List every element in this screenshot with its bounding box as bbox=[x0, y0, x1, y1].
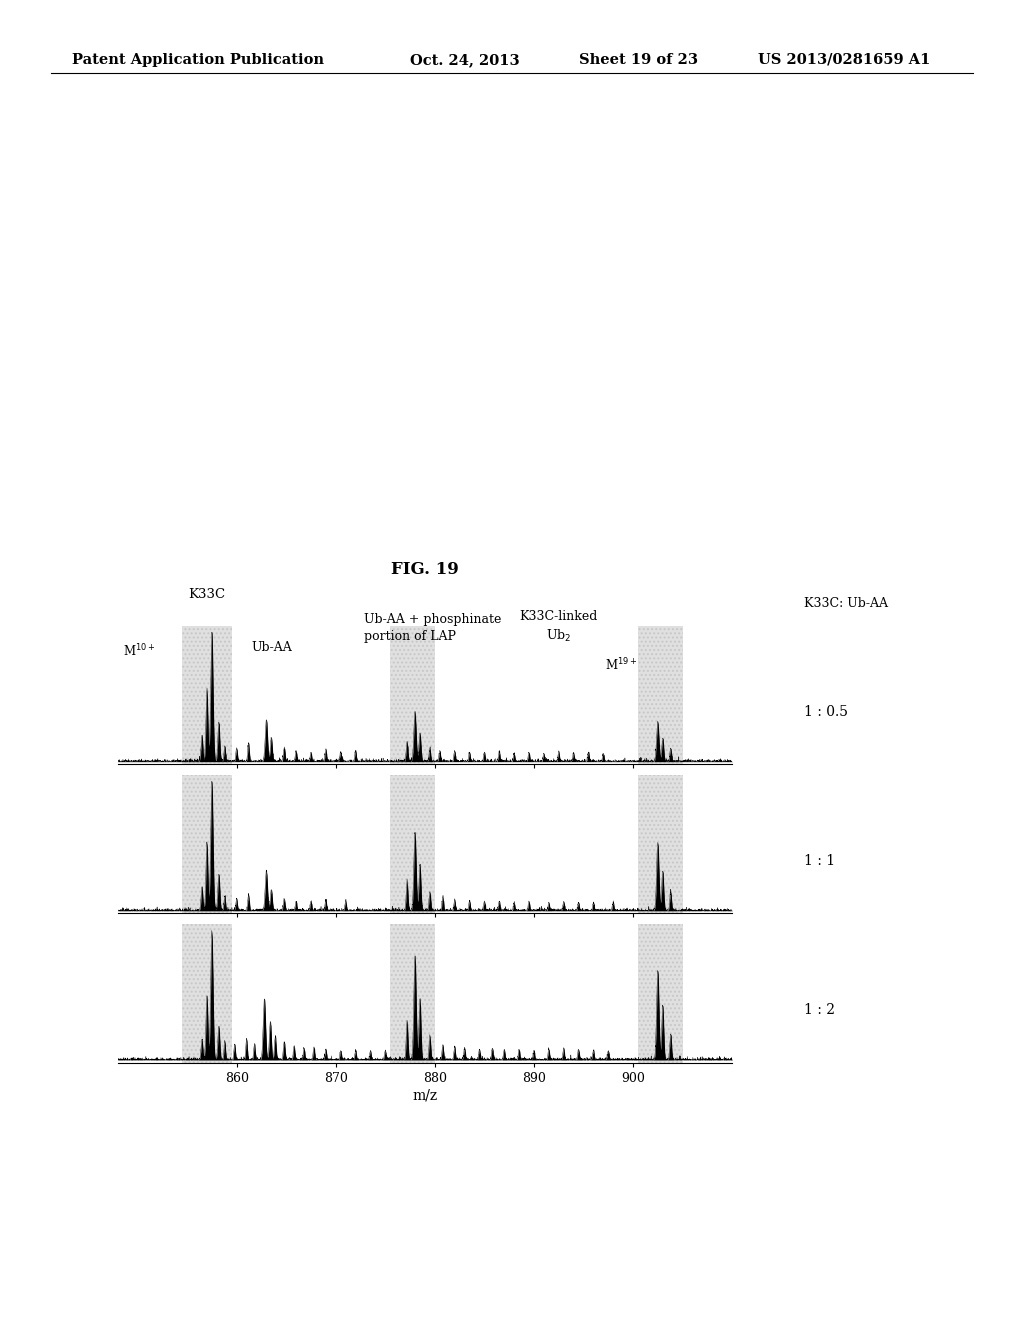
Text: K33C: Ub-AA: K33C: Ub-AA bbox=[804, 597, 888, 610]
Text: 1 : 2: 1 : 2 bbox=[804, 1003, 835, 1016]
Bar bbox=[638, 904, 683, 1073]
Bar bbox=[182, 904, 231, 1073]
Text: FIG. 19: FIG. 19 bbox=[391, 561, 459, 578]
Bar bbox=[182, 606, 231, 775]
Bar bbox=[390, 606, 435, 775]
Bar bbox=[390, 904, 435, 1073]
Bar bbox=[182, 755, 231, 924]
Text: M$^{10+}$: M$^{10+}$ bbox=[123, 643, 155, 659]
Bar bbox=[182, 755, 231, 924]
Bar bbox=[390, 755, 435, 924]
Bar bbox=[638, 606, 683, 775]
Text: Oct. 24, 2013: Oct. 24, 2013 bbox=[410, 53, 519, 67]
Text: K33C: K33C bbox=[188, 587, 225, 601]
Bar bbox=[638, 606, 683, 775]
Bar bbox=[182, 606, 231, 775]
Bar bbox=[638, 755, 683, 924]
Bar bbox=[390, 755, 435, 924]
Text: Ub-AA + phosphinate
portion of LAP: Ub-AA + phosphinate portion of LAP bbox=[364, 612, 501, 643]
Bar bbox=[638, 904, 683, 1073]
Text: Sheet 19 of 23: Sheet 19 of 23 bbox=[579, 53, 697, 67]
Bar bbox=[390, 904, 435, 1073]
Text: Patent Application Publication: Patent Application Publication bbox=[72, 53, 324, 67]
Bar bbox=[638, 755, 683, 924]
Text: K33C-linked
Ub$_2$: K33C-linked Ub$_2$ bbox=[519, 610, 598, 644]
Bar bbox=[182, 904, 231, 1073]
Text: M$^{19+}$: M$^{19+}$ bbox=[605, 656, 638, 673]
Text: US 2013/0281659 A1: US 2013/0281659 A1 bbox=[758, 53, 930, 67]
X-axis label: m/z: m/z bbox=[413, 1089, 437, 1102]
Bar bbox=[390, 606, 435, 775]
Text: 1 : 0.5: 1 : 0.5 bbox=[804, 705, 848, 718]
Text: Ub-AA: Ub-AA bbox=[252, 640, 292, 653]
Text: 1 : 1: 1 : 1 bbox=[804, 854, 835, 867]
